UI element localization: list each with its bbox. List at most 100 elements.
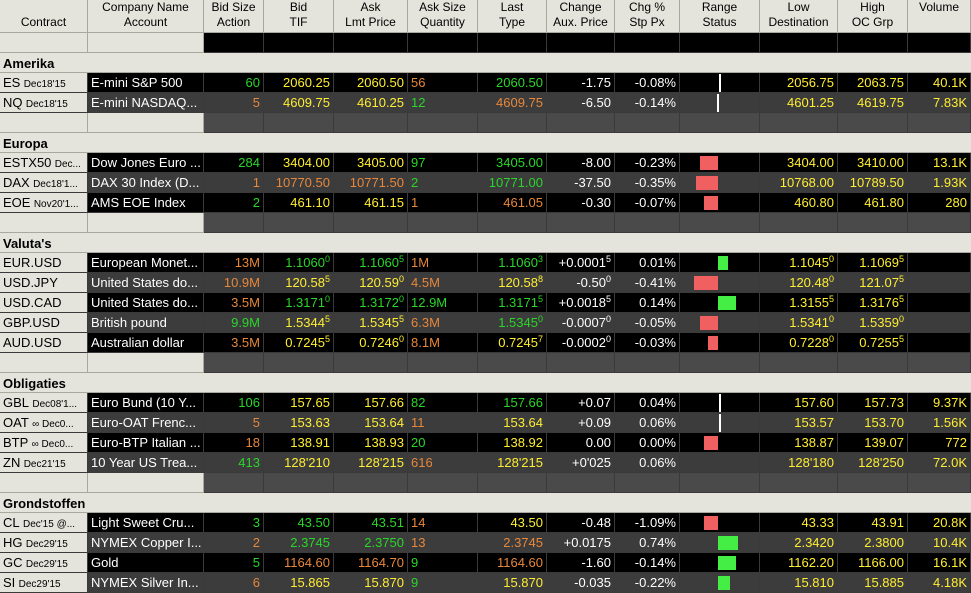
bid-size-cell[interactable]: 284 bbox=[204, 153, 264, 173]
column-header-last[interactable]: Last Type bbox=[478, 0, 547, 33]
high-cell[interactable]: 128'250 bbox=[838, 453, 908, 473]
high-cell[interactable]: 1.53590 bbox=[838, 313, 908, 333]
change-cell[interactable]: -1.60 bbox=[547, 553, 615, 573]
change-percent-cell[interactable]: -0.03% bbox=[615, 333, 680, 353]
quote-row[interactable]: NQ Dec18'15 E-mini NASDAQ... 5 4609.75 4610.… bbox=[0, 93, 971, 113]
ask-size-cell[interactable]: 97 bbox=[408, 153, 478, 173]
ask-cell[interactable]: 153.64 bbox=[334, 413, 408, 433]
range-cell[interactable] bbox=[680, 313, 760, 333]
change-cell[interactable]: -0.00020 bbox=[547, 333, 615, 353]
change-percent-cell[interactable]: 0.04% bbox=[615, 393, 680, 413]
range-cell[interactable] bbox=[680, 433, 760, 453]
ask-cell[interactable]: 1164.70 bbox=[334, 553, 408, 573]
high-cell[interactable]: 10789.50 bbox=[838, 173, 908, 193]
ask-size-cell[interactable]: 9 bbox=[408, 553, 478, 573]
column-header-ask[interactable]: Ask Lmt Price bbox=[334, 0, 408, 33]
high-cell[interactable]: 43.91 bbox=[838, 513, 908, 533]
company-name-cell[interactable]: DAX 30 Index (D... bbox=[88, 173, 204, 193]
ask-size-cell[interactable]: 616 bbox=[408, 453, 478, 473]
contract-cell[interactable]: ESTX50 Dec... bbox=[0, 153, 88, 173]
ask-cell[interactable]: 1.53455 bbox=[334, 313, 408, 333]
range-cell[interactable] bbox=[680, 453, 760, 473]
company-name-cell[interactable]: 10 Year US Trea... bbox=[88, 453, 204, 473]
bid-cell[interactable]: 3404.00 bbox=[264, 153, 334, 173]
volume-cell[interactable]: 4.18K bbox=[908, 573, 971, 593]
bid-size-cell[interactable]: 5 bbox=[204, 413, 264, 433]
bid-cell[interactable]: 1.53445 bbox=[264, 313, 334, 333]
last-cell[interactable]: 138.92 bbox=[478, 433, 547, 453]
range-cell[interactable] bbox=[680, 73, 760, 93]
bid-cell[interactable]: 138.91 bbox=[264, 433, 334, 453]
ask-size-cell[interactable]: 8.1M bbox=[408, 333, 478, 353]
bid-size-cell[interactable]: 2 bbox=[204, 533, 264, 553]
ask-size-cell[interactable]: 6.3M bbox=[408, 313, 478, 333]
ask-cell[interactable]: 1.10605 bbox=[334, 253, 408, 273]
ask-size-cell[interactable]: 12 bbox=[408, 93, 478, 113]
section-header[interactable]: Grondstoffen bbox=[0, 493, 971, 513]
company-name-cell[interactable]: Euro-OAT Frenc... bbox=[88, 413, 204, 433]
bid-cell[interactable]: 1.31710 bbox=[264, 293, 334, 313]
contract-cell[interactable]: EOE Nov20'1... bbox=[0, 193, 88, 213]
contract-cell[interactable]: ES Dec18'15 bbox=[0, 73, 88, 93]
company-name-cell[interactable]: European Monet... bbox=[88, 253, 204, 273]
change-percent-cell[interactable]: -0.14% bbox=[615, 553, 680, 573]
ask-cell[interactable]: 120.590 bbox=[334, 273, 408, 293]
ask-cell[interactable]: 128'215 bbox=[334, 453, 408, 473]
change-cell[interactable]: -0.035 bbox=[547, 573, 615, 593]
change-percent-cell[interactable]: 0.74% bbox=[615, 533, 680, 553]
volume-cell[interactable]: 1.93K bbox=[908, 173, 971, 193]
low-cell[interactable]: 1162.20 bbox=[760, 553, 838, 573]
last-cell[interactable]: 43.50 bbox=[478, 513, 547, 533]
high-cell[interactable]: 0.72555 bbox=[838, 333, 908, 353]
company-name-cell[interactable]: United States do... bbox=[88, 293, 204, 313]
bid-size-cell[interactable]: 10.9M bbox=[204, 273, 264, 293]
bid-size-cell[interactable]: 3 bbox=[204, 513, 264, 533]
quote-row[interactable]: GBP.USD British pound 9.9M 1.53445 1.53455 6… bbox=[0, 313, 971, 333]
ask-size-cell[interactable]: 1M bbox=[408, 253, 478, 273]
range-cell[interactable] bbox=[680, 93, 760, 113]
high-cell[interactable]: 3410.00 bbox=[838, 153, 908, 173]
change-cell[interactable]: 0.00 bbox=[547, 433, 615, 453]
bid-cell[interactable]: 1.10600 bbox=[264, 253, 334, 273]
company-name-cell[interactable]: Euro-BTP Italian ... bbox=[88, 433, 204, 453]
ask-size-cell[interactable]: 4.5M bbox=[408, 273, 478, 293]
ask-cell[interactable]: 4610.25 bbox=[334, 93, 408, 113]
section-header[interactable]: Europa bbox=[0, 133, 971, 153]
company-name-cell[interactable]: Gold bbox=[88, 553, 204, 573]
low-cell[interactable]: 120.480 bbox=[760, 273, 838, 293]
low-cell[interactable]: 1.53410 bbox=[760, 313, 838, 333]
ask-cell[interactable]: 461.15 bbox=[334, 193, 408, 213]
range-cell[interactable] bbox=[680, 153, 760, 173]
last-cell[interactable]: 1.53450 bbox=[478, 313, 547, 333]
high-cell[interactable]: 4619.75 bbox=[838, 93, 908, 113]
change-percent-cell[interactable]: -0.41% bbox=[615, 273, 680, 293]
change-cell[interactable]: +0.00015 bbox=[547, 253, 615, 273]
range-cell[interactable] bbox=[680, 273, 760, 293]
company-name-cell[interactable]: E-mini NASDAQ... bbox=[88, 93, 204, 113]
column-header-bid[interactable]: Bid TIF bbox=[264, 0, 334, 33]
range-cell[interactable] bbox=[680, 413, 760, 433]
volume-cell[interactable] bbox=[908, 293, 971, 313]
low-cell[interactable]: 0.72280 bbox=[760, 333, 838, 353]
quote-row[interactable]: ZN Dec21'15 10 Year US Trea... 413 128'210 1… bbox=[0, 453, 971, 473]
low-cell[interactable]: 1.31555 bbox=[760, 293, 838, 313]
range-cell[interactable] bbox=[680, 573, 760, 593]
low-cell[interactable]: 10768.00 bbox=[760, 173, 838, 193]
volume-cell[interactable] bbox=[908, 253, 971, 273]
bid-size-cell[interactable]: 5 bbox=[204, 93, 264, 113]
bid-size-cell[interactable]: 60 bbox=[204, 73, 264, 93]
change-percent-cell[interactable]: 0.06% bbox=[615, 413, 680, 433]
bid-size-cell[interactable]: 413 bbox=[204, 453, 264, 473]
low-cell[interactable]: 3404.00 bbox=[760, 153, 838, 173]
high-cell[interactable]: 2.3800 bbox=[838, 533, 908, 553]
volume-cell[interactable]: 280 bbox=[908, 193, 971, 213]
column-header-desc[interactable]: Company Name Account bbox=[88, 0, 204, 33]
bid-size-cell[interactable]: 5 bbox=[204, 553, 264, 573]
bid-size-cell[interactable]: 106 bbox=[204, 393, 264, 413]
change-percent-cell[interactable]: -0.07% bbox=[615, 193, 680, 213]
column-header-high[interactable]: High OC Grp bbox=[838, 0, 908, 33]
contract-cell[interactable]: GBL Dec08'1... bbox=[0, 393, 88, 413]
range-cell[interactable] bbox=[680, 193, 760, 213]
bid-cell[interactable]: 43.50 bbox=[264, 513, 334, 533]
low-cell[interactable]: 4601.25 bbox=[760, 93, 838, 113]
